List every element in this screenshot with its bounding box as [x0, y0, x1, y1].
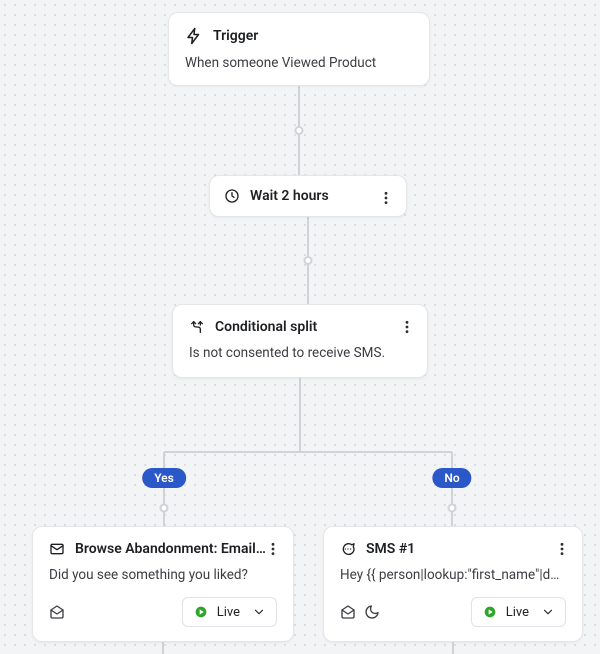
node-sms-desc: Hey {{ person|lookup:"first_name"|defaul… [340, 567, 566, 583]
branch-pill-no-label: No [444, 471, 459, 485]
node-split-more[interactable] [397, 317, 417, 337]
node-sms-status-label: Live [506, 605, 529, 620]
node-trigger-desc: When someone Viewed Product [185, 55, 413, 71]
node-sms-more[interactable] [552, 539, 572, 559]
node-email-status-label: Live [217, 605, 240, 620]
node-email-footer-icons [49, 604, 65, 620]
moon-icon [364, 604, 380, 620]
node-sms-title: SMS #1 [366, 541, 566, 557]
play-icon [193, 604, 209, 620]
branch-pill-yes-label: Yes [154, 471, 174, 485]
node-sms-status-dropdown[interactable]: Live [471, 597, 566, 627]
node-wait-more[interactable] [376, 188, 396, 208]
node-email[interactable]: Browse Abandonment: Email… Did you see s… [32, 526, 294, 642]
node-trigger[interactable]: Trigger When someone Viewed Product [168, 12, 430, 86]
node-trigger-title: Trigger [213, 28, 413, 44]
chat-icon [340, 541, 356, 557]
clock-icon [224, 188, 240, 204]
chevron-down-icon [541, 605, 555, 619]
node-split-title: Conditional split [215, 319, 411, 335]
node-sms-footer-icons [340, 604, 380, 620]
node-sms[interactable]: SMS #1 Hey {{ person|lookup:"first_name"… [323, 526, 583, 642]
chevron-down-icon [252, 605, 266, 619]
node-wait[interactable]: Wait 2 hours [209, 175, 407, 217]
bolt-icon [185, 27, 203, 45]
node-email-title: Browse Abandonment: Email… [75, 541, 277, 557]
split-icon [189, 319, 205, 335]
node-wait-title: Wait 2 hours [250, 188, 362, 204]
branch-pill-yes: Yes [142, 468, 186, 488]
node-split-desc: Is not consented to receive SMS. [189, 345, 411, 361]
mail-open-icon [340, 604, 356, 620]
play-icon [482, 604, 498, 620]
node-email-status-dropdown[interactable]: Live [182, 597, 277, 627]
node-conditional-split[interactable]: Conditional split Is not consented to re… [172, 304, 428, 378]
branch-pill-no: No [432, 468, 471, 488]
mail-icon [49, 541, 65, 557]
mail-open-icon [49, 604, 65, 620]
node-email-more[interactable] [263, 539, 283, 559]
node-email-desc: Did you see something you liked? [49, 567, 277, 583]
